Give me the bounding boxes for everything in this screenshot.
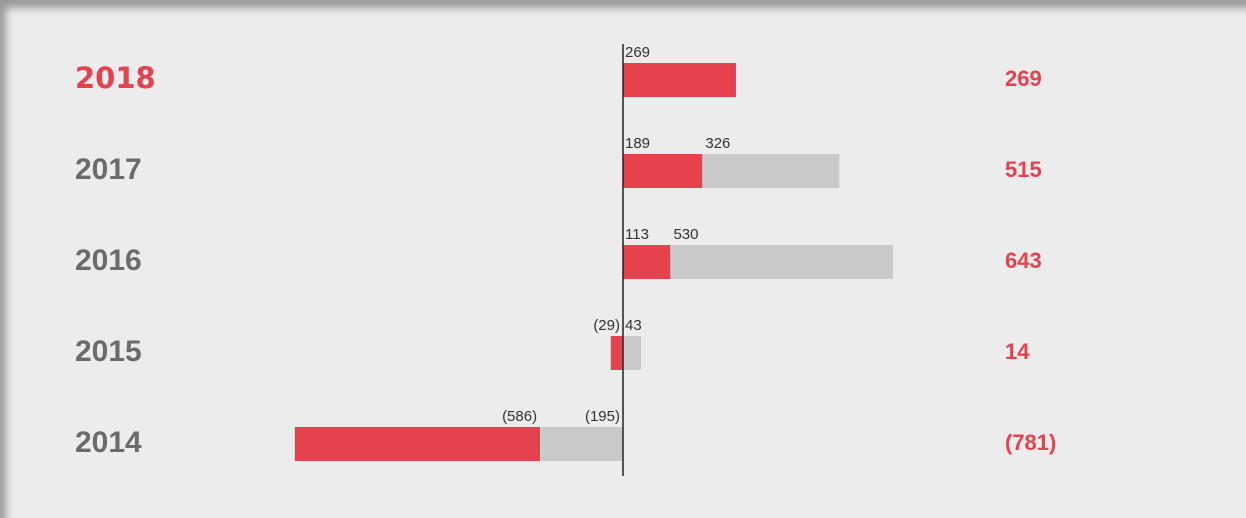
bar-segment (295, 427, 540, 461)
total-label: 643 (1005, 248, 1042, 273)
value-label: 326 (705, 135, 730, 152)
bar-segment (611, 336, 623, 370)
bar-segment (623, 154, 702, 188)
bar-segment (671, 245, 893, 279)
value-label: 189 (625, 135, 650, 152)
total-label: 515 (1005, 157, 1042, 182)
year-label: 2016 (75, 244, 142, 277)
year-label: 2018 (75, 61, 156, 95)
bar-segment (623, 245, 670, 279)
year-label: 2017 (75, 153, 142, 186)
bar-segment (623, 63, 736, 97)
chart: 2018 269 269 2017 189 326 515 2016 113 530 643 2015… (0, 0, 1246, 518)
value-label: (195) (585, 408, 620, 425)
total-label: 14 (1005, 339, 1030, 364)
total-label: 269 (1005, 66, 1042, 91)
year-label: 2014 (75, 426, 142, 459)
value-label: (586) (502, 408, 537, 425)
year-label: 2015 (75, 335, 142, 368)
value-label: (29) (593, 317, 620, 334)
value-label: 113 (625, 226, 649, 243)
bar-segment (541, 427, 623, 461)
value-label: 530 (673, 226, 698, 243)
value-label: 43 (625, 317, 642, 334)
bar-segment (623, 336, 641, 370)
total-label: (781) (1005, 430, 1056, 455)
bar-segment (703, 154, 839, 188)
value-label: 269 (625, 44, 650, 61)
page: 2018 269 269 2017 189 326 515 2016 113 530 643 2015… (0, 0, 1246, 518)
